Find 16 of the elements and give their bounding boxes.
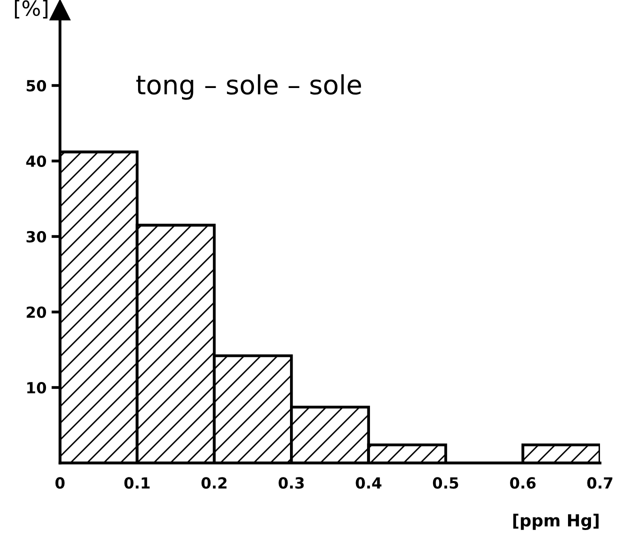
x-tick-label: 0 bbox=[55, 477, 65, 489]
x-tick-label: 0.6 bbox=[510, 477, 536, 489]
x-tick-label: 0.7 bbox=[587, 477, 612, 489]
y-tick-label: 30 bbox=[26, 230, 46, 243]
y-tick-label: 40 bbox=[26, 155, 46, 168]
x-tick-label: 0.1 bbox=[124, 477, 150, 489]
y-tick-label: 50 bbox=[26, 80, 46, 92]
x-tick-label: 0.2 bbox=[201, 477, 226, 489]
x-tick-label: 0.4 bbox=[356, 477, 382, 489]
x-axis-title: [ppm Hg] bbox=[513, 514, 599, 530]
text: tong – sole – sole bbox=[136, 74, 362, 100]
x-tick-label: 0.3 bbox=[278, 477, 304, 489]
y-tick-label: 10 bbox=[27, 382, 46, 394]
y-axis-title: [%] bbox=[14, 0, 48, 18]
y-tick-label: 20 bbox=[26, 306, 46, 318]
x-tick-label: 0.5 bbox=[432, 477, 458, 489]
